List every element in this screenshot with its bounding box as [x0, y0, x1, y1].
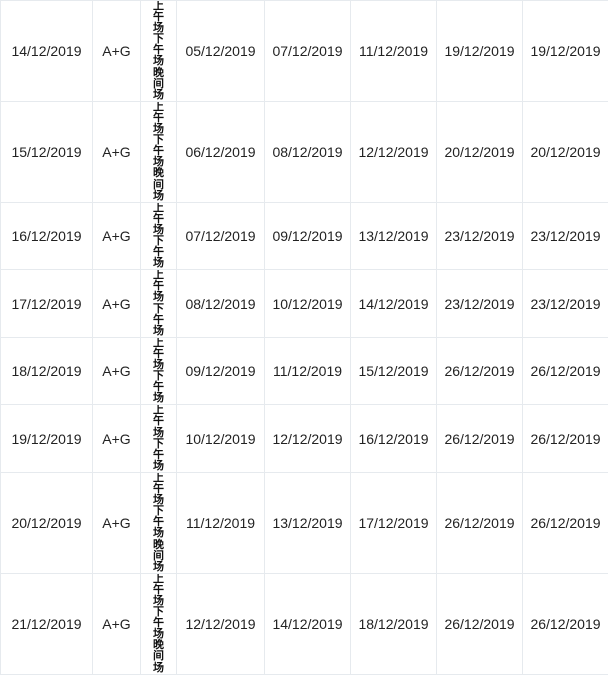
date-1-cell[interactable]: 08/12/2019	[177, 270, 265, 338]
sessions-cell[interactable]: 上午场下午场晚间场	[141, 472, 177, 573]
date-3-cell[interactable]: 13/12/2019	[351, 202, 437, 270]
date-1-cell[interactable]: 11/12/2019	[177, 472, 265, 573]
date-2-cell[interactable]: 09/12/2019	[265, 202, 351, 270]
date-2-cell[interactable]: 14/12/2019	[265, 573, 351, 674]
date-cell[interactable]: 16/12/2019	[1, 202, 93, 270]
date-3-cell[interactable]: 16/12/2019	[351, 405, 437, 473]
date-cell[interactable]: 17/12/2019	[1, 270, 93, 338]
date-cell[interactable]: 21/12/2019	[1, 573, 93, 674]
group-cell[interactable]: A+G	[93, 270, 141, 338]
sessions-cell[interactable]: 上午场下午场	[141, 202, 177, 270]
date-5-cell[interactable]: 26/12/2019	[523, 472, 608, 573]
date-4-cell[interactable]: 26/12/2019	[437, 573, 523, 674]
date-4-cell[interactable]: 23/12/2019	[437, 270, 523, 338]
date-5-cell[interactable]: 23/12/2019	[523, 270, 608, 338]
date-3-cell[interactable]: 18/12/2019	[351, 573, 437, 674]
sessions-cell[interactable]: 上午场下午场晚间场	[141, 1, 177, 102]
date-4-cell[interactable]: 23/12/2019	[437, 202, 523, 270]
group-cell[interactable]: A+G	[93, 101, 141, 202]
date-1-cell[interactable]: 05/12/2019	[177, 1, 265, 102]
sessions-cell[interactable]: 上午场下午场晚间场	[141, 101, 177, 202]
date-cell[interactable]: 14/12/2019	[1, 1, 93, 102]
date-1-cell[interactable]: 06/12/2019	[177, 101, 265, 202]
date-2-cell[interactable]: 10/12/2019	[265, 270, 351, 338]
date-5-cell[interactable]: 26/12/2019	[523, 337, 608, 405]
date-2-cell[interactable]: 11/12/2019	[265, 337, 351, 405]
sessions-cell[interactable]: 上午场下午场	[141, 337, 177, 405]
date-cell[interactable]: 18/12/2019	[1, 337, 93, 405]
date-2-cell[interactable]: 13/12/2019	[265, 472, 351, 573]
date-3-cell[interactable]: 11/12/2019	[351, 1, 437, 102]
date-1-cell[interactable]: 10/12/2019	[177, 405, 265, 473]
sessions-cell[interactable]: 上午场下午场	[141, 405, 177, 473]
date-4-cell[interactable]: 20/12/2019	[437, 101, 523, 202]
date-cell[interactable]: 19/12/2019	[1, 405, 93, 473]
date-cell[interactable]: 20/12/2019	[1, 472, 93, 573]
date-5-cell[interactable]: 26/12/2019	[523, 573, 608, 674]
sessions-cell[interactable]: 上午场下午场	[141, 270, 177, 338]
date-3-cell[interactable]: 17/12/2019	[351, 472, 437, 573]
date-3-cell[interactable]: 15/12/2019	[351, 337, 437, 405]
date-4-cell[interactable]: 19/12/2019	[437, 1, 523, 102]
date-5-cell[interactable]: 26/12/2019	[523, 405, 608, 473]
date-2-cell[interactable]: 08/12/2019	[265, 101, 351, 202]
group-cell[interactable]: A+G	[93, 1, 141, 102]
group-cell[interactable]: A+G	[93, 405, 141, 473]
group-cell[interactable]: A+G	[93, 337, 141, 405]
date-2-cell[interactable]: 12/12/2019	[265, 405, 351, 473]
date-4-cell[interactable]: 26/12/2019	[437, 405, 523, 473]
date-5-cell[interactable]: 19/12/2019	[523, 1, 608, 102]
date-3-cell[interactable]: 12/12/2019	[351, 101, 437, 202]
date-5-cell[interactable]: 20/12/2019	[523, 101, 608, 202]
date-4-cell[interactable]: 26/12/2019	[437, 337, 523, 405]
date-4-cell[interactable]: 26/12/2019	[437, 472, 523, 573]
group-cell[interactable]: A+G	[93, 472, 141, 573]
date-1-cell[interactable]: 07/12/2019	[177, 202, 265, 270]
date-1-cell[interactable]: 12/12/2019	[177, 573, 265, 674]
date-3-cell[interactable]: 14/12/2019	[351, 270, 437, 338]
group-cell[interactable]: A+G	[93, 202, 141, 270]
group-cell[interactable]: A+G	[93, 573, 141, 674]
sessions-cell[interactable]: 上午场下午场晚间场	[141, 573, 177, 674]
date-cell[interactable]: 15/12/2019	[1, 101, 93, 202]
date-2-cell[interactable]: 07/12/2019	[265, 1, 351, 102]
date-5-cell[interactable]: 23/12/2019	[523, 202, 608, 270]
date-1-cell[interactable]: 09/12/2019	[177, 337, 265, 405]
